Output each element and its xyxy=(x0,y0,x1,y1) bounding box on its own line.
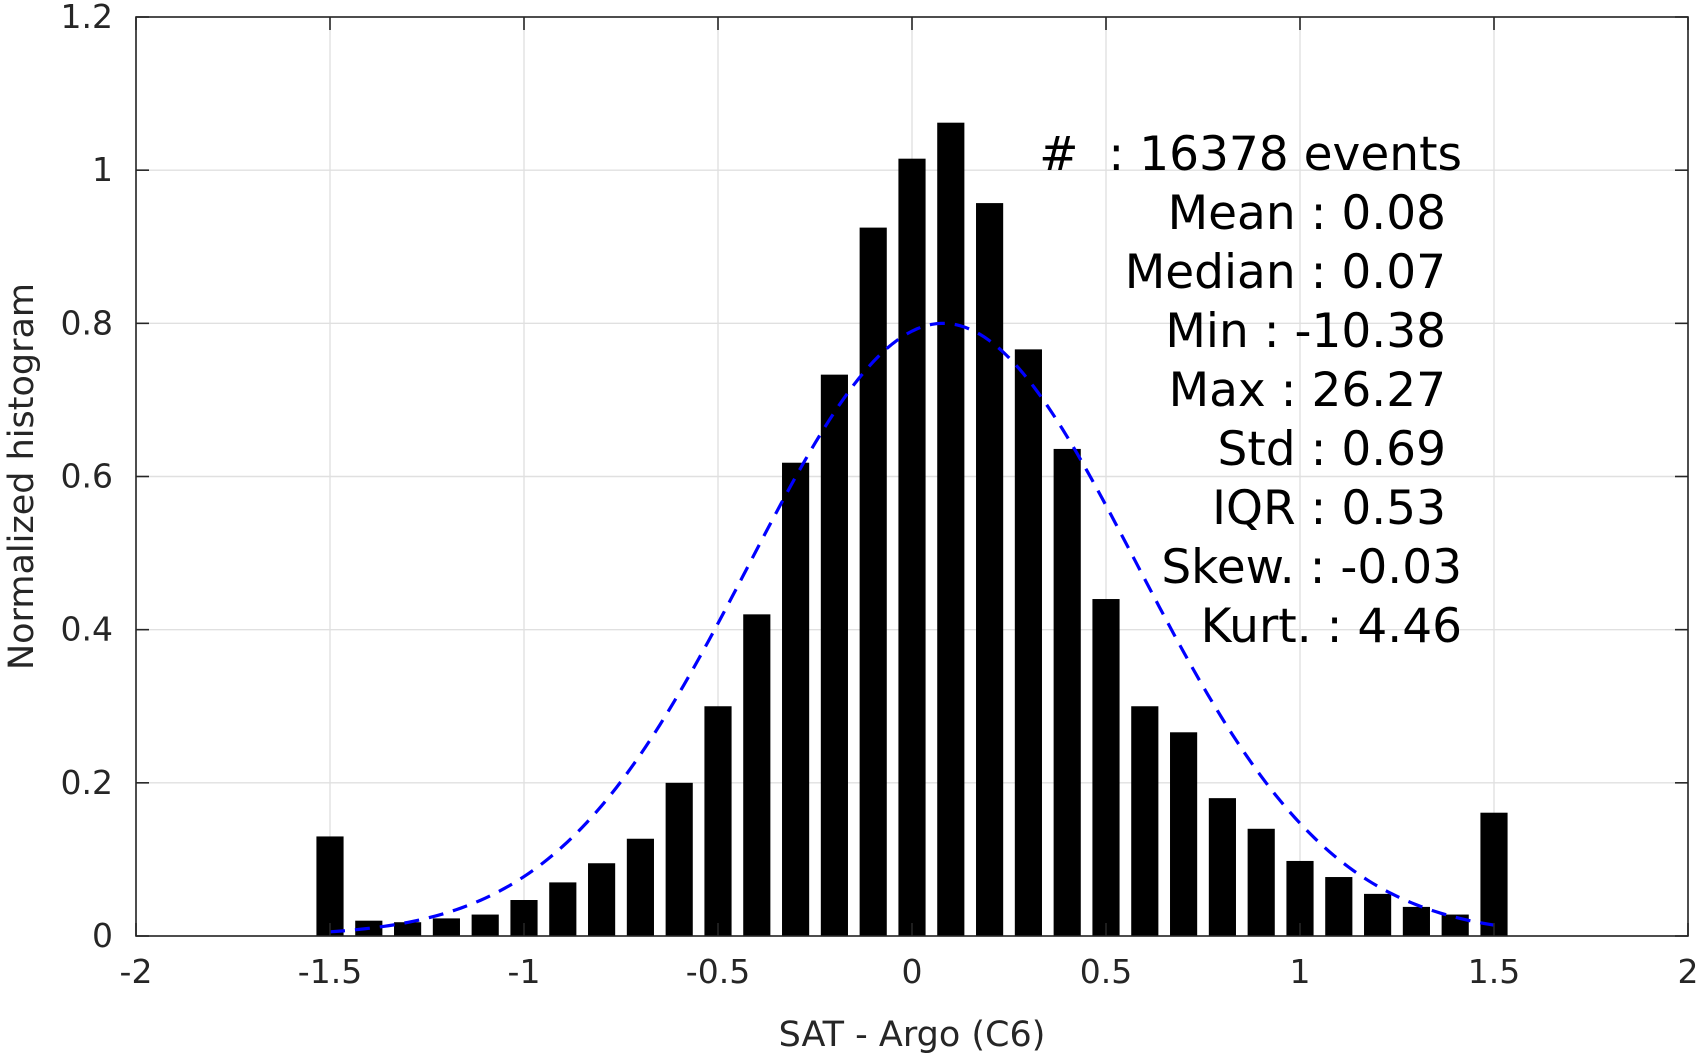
x-tick-label: 1 xyxy=(1290,952,1311,991)
x-axis-label: SAT - Argo (C6) xyxy=(779,1015,1046,1055)
stat-std: Std : 0.69 xyxy=(1218,422,1446,477)
histogram-bar xyxy=(1170,732,1198,936)
tick-labels-layer: -2 -1.5 -1 -0.5 0 0.5 1 1.5 2 0 0.2 0.4 0.6 0.8 1 1.2 xyxy=(61,0,1699,991)
stat-mean: Mean : 0.08 xyxy=(1168,186,1446,241)
histogram-bar xyxy=(1441,914,1469,936)
histogram-bar xyxy=(1325,877,1353,936)
histogram-bar xyxy=(743,614,771,936)
ticks-layer xyxy=(135,16,1689,937)
histogram-bar xyxy=(704,706,732,936)
y-tick-label: 0 xyxy=(92,916,113,955)
histogram-bar xyxy=(394,922,422,936)
histogram-bar xyxy=(626,838,654,936)
stat-min: Min : -10.38 xyxy=(1165,304,1446,359)
histogram-bar xyxy=(432,918,460,936)
histogram-bar xyxy=(1247,828,1275,936)
y-tick-label: 0.6 xyxy=(61,457,113,496)
x-tick-label: -1.5 xyxy=(298,952,362,991)
stat-events: # : 16378 events xyxy=(1039,127,1462,182)
stats-annotation: # : 16378 events Mean : 0.08 Median : 0.… xyxy=(1039,127,1462,654)
histogram-bar xyxy=(1014,349,1042,936)
histogram-bar xyxy=(471,914,499,936)
x-tick-label: 0.5 xyxy=(1080,952,1132,991)
histogram-bar xyxy=(1092,599,1120,936)
histogram-bar xyxy=(937,122,965,936)
histogram-bar xyxy=(588,863,616,936)
histogram-bar xyxy=(549,882,577,936)
y-tick-label: 1 xyxy=(92,150,113,189)
bars-layer xyxy=(316,122,1508,936)
y-tick-label: 1.2 xyxy=(61,0,113,36)
y-tick-label: 0.8 xyxy=(61,303,113,342)
histogram-bar xyxy=(859,227,887,936)
y-tick-label: 0.4 xyxy=(61,610,113,649)
histogram-bar xyxy=(976,203,1004,936)
x-tick-label: -1 xyxy=(508,952,541,991)
x-tick-label: -0.5 xyxy=(686,952,750,991)
y-tick-label: 0.2 xyxy=(61,763,113,802)
stat-median: Median : 0.07 xyxy=(1125,245,1446,300)
histogram-bar xyxy=(898,158,926,936)
histogram-bar xyxy=(665,782,693,936)
histogram-bar xyxy=(782,462,810,936)
stat-iqr: IQR : 0.53 xyxy=(1212,481,1446,536)
y-axis-label: Normalized histogram xyxy=(2,283,42,670)
histogram-bar xyxy=(1053,448,1081,936)
histogram-bar xyxy=(1131,706,1159,936)
x-tick-label: 1.5 xyxy=(1468,952,1520,991)
histogram-bar xyxy=(316,836,344,936)
histogram-bar xyxy=(1480,812,1508,936)
fit-curve xyxy=(329,321,1495,934)
x-tick-label: 0 xyxy=(902,952,923,991)
x-tick-label: -2 xyxy=(120,952,153,991)
histogram-bar xyxy=(1402,906,1430,936)
stat-max: Max : 26.27 xyxy=(1169,363,1446,418)
stat-kurt: Kurt. : 4.46 xyxy=(1201,599,1462,654)
x-tick-label: 2 xyxy=(1678,952,1699,991)
histogram-bar xyxy=(820,374,848,936)
histogram-bar xyxy=(1208,798,1236,936)
histogram-bar xyxy=(1364,893,1392,936)
stat-skew: Skew. : -0.03 xyxy=(1161,540,1462,595)
